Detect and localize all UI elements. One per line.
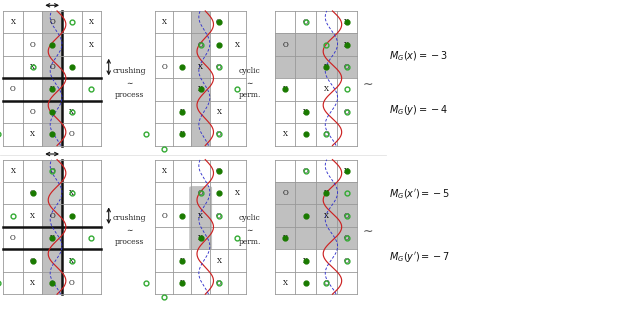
Text: X: X: [283, 130, 288, 138]
Text: O: O: [30, 108, 35, 116]
Text: O: O: [49, 18, 55, 26]
Text: O: O: [198, 189, 204, 197]
Text: X: X: [70, 257, 74, 264]
Text: O: O: [216, 279, 222, 287]
Text: O: O: [324, 279, 329, 287]
Text: X: X: [30, 279, 35, 287]
Text: O: O: [30, 189, 35, 197]
Text: O: O: [161, 212, 167, 220]
Text: X: X: [180, 130, 185, 138]
Text: X: X: [344, 167, 349, 175]
Text: $M_G(y') = -7$: $M_G(y') = -7$: [389, 250, 450, 264]
Text: O: O: [161, 63, 167, 71]
Text: X: X: [50, 85, 54, 94]
Text: O: O: [49, 63, 55, 71]
Text: X: X: [180, 257, 185, 264]
Text: X: X: [217, 257, 221, 264]
Text: X: X: [324, 189, 329, 197]
Text: X: X: [30, 212, 35, 220]
Text: O: O: [344, 108, 349, 116]
Text: O: O: [10, 234, 16, 242]
Text: X: X: [344, 41, 349, 49]
Text: X: X: [50, 234, 54, 242]
Text: $M_G(x) = -3$: $M_G(x) = -3$: [389, 49, 447, 63]
Text: O: O: [216, 130, 222, 138]
Text: O: O: [10, 85, 16, 94]
Text: cyclic
$\sim$
perm.: cyclic $\sim$ perm.: [238, 67, 261, 99]
Text: crushing
$\sim$
process: crushing $\sim$ process: [112, 67, 147, 99]
Text: X: X: [344, 18, 349, 26]
Text: X: X: [70, 189, 74, 197]
Text: crushing
$\sim$
process: crushing $\sim$ process: [112, 214, 147, 246]
Text: X: X: [11, 167, 15, 175]
Text: $\sim$: $\sim$: [360, 223, 374, 237]
Text: X: X: [235, 189, 240, 197]
Text: X: X: [283, 279, 288, 287]
Text: X: X: [180, 108, 185, 116]
Text: X: X: [235, 41, 240, 49]
Text: O: O: [69, 279, 75, 287]
Text: X: X: [162, 167, 166, 175]
Text: X: X: [30, 130, 35, 138]
Text: X: X: [283, 85, 288, 94]
Text: X: X: [324, 63, 329, 71]
Text: X: X: [11, 18, 15, 26]
Text: O: O: [324, 130, 329, 138]
Text: X: X: [303, 257, 308, 264]
Text: O: O: [216, 18, 222, 26]
Text: O: O: [216, 167, 222, 175]
Text: X: X: [324, 212, 329, 220]
Text: X: X: [30, 63, 35, 71]
FancyBboxPatch shape: [189, 186, 212, 250]
Text: O: O: [216, 212, 222, 220]
Bar: [42, 160, 62, 294]
Text: O: O: [344, 212, 349, 220]
Text: O: O: [303, 18, 308, 26]
Text: O: O: [344, 234, 349, 242]
Text: X: X: [180, 279, 185, 287]
Text: X: X: [283, 234, 288, 242]
Bar: [275, 33, 357, 78]
Text: X: X: [89, 18, 94, 26]
Text: O: O: [69, 130, 75, 138]
Text: O: O: [344, 63, 349, 71]
Text: X: X: [217, 108, 221, 116]
Text: X: X: [324, 85, 329, 94]
Text: $M_G(x') = -5$: $M_G(x') = -5$: [389, 187, 450, 201]
Text: O: O: [30, 257, 35, 264]
Text: X: X: [198, 85, 203, 94]
Text: O: O: [303, 167, 308, 175]
Text: O: O: [49, 167, 55, 175]
Text: X: X: [89, 41, 94, 49]
Bar: [42, 11, 62, 146]
Text: $\sim$: $\sim$: [360, 76, 374, 90]
Bar: [275, 182, 357, 249]
Text: O: O: [344, 257, 349, 264]
Text: X: X: [70, 108, 74, 116]
Text: O: O: [198, 41, 204, 49]
Text: X: X: [198, 234, 203, 242]
Text: O: O: [216, 63, 222, 71]
Text: O: O: [30, 41, 35, 49]
Text: O: O: [283, 41, 288, 49]
Text: O: O: [283, 189, 288, 197]
Text: X: X: [162, 18, 166, 26]
Text: X: X: [303, 108, 308, 116]
Text: O: O: [49, 212, 55, 220]
Text: $M_G(y) = -4$: $M_G(y) = -4$: [389, 103, 447, 116]
Bar: [191, 11, 210, 146]
Text: X: X: [198, 212, 203, 220]
Text: cyclic
$\sim$
perm.: cyclic $\sim$ perm.: [238, 214, 261, 246]
Text: X: X: [198, 63, 203, 71]
